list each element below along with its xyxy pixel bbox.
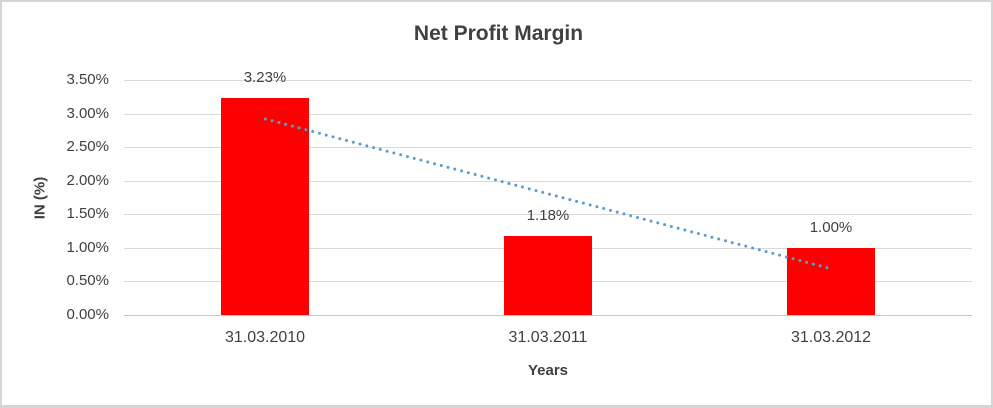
bar [787,248,875,315]
y-tick-label: 0.00% [66,306,109,323]
x-axis-line [124,315,972,316]
chart-title: Net Profit Margin [413,22,584,45]
bar-data-label: 1.18% [526,207,570,224]
y-tick-label: 3.00% [66,105,109,122]
gridline [124,114,972,115]
bar-data-label: 3.23% [243,69,287,86]
y-tick-label: 3.50% [66,71,109,88]
y-tick-label: 1.00% [66,239,109,256]
x-tick-label: 31.03.2011 [508,329,588,346]
x-tick-label: 31.03.2012 [790,329,872,346]
y-tick-label: 2.00% [66,172,109,189]
gridline [124,80,972,81]
y-tick-label: 1.50% [66,205,109,222]
bar [504,236,592,315]
x-axis-title: Years [527,362,569,379]
y-tick-label: 0.50% [66,272,109,289]
bar-data-label: 1.00% [809,219,853,236]
x-tick-label: 31.03.2010 [224,329,306,346]
bar [221,98,309,315]
y-tick-label: 2.50% [66,138,109,155]
